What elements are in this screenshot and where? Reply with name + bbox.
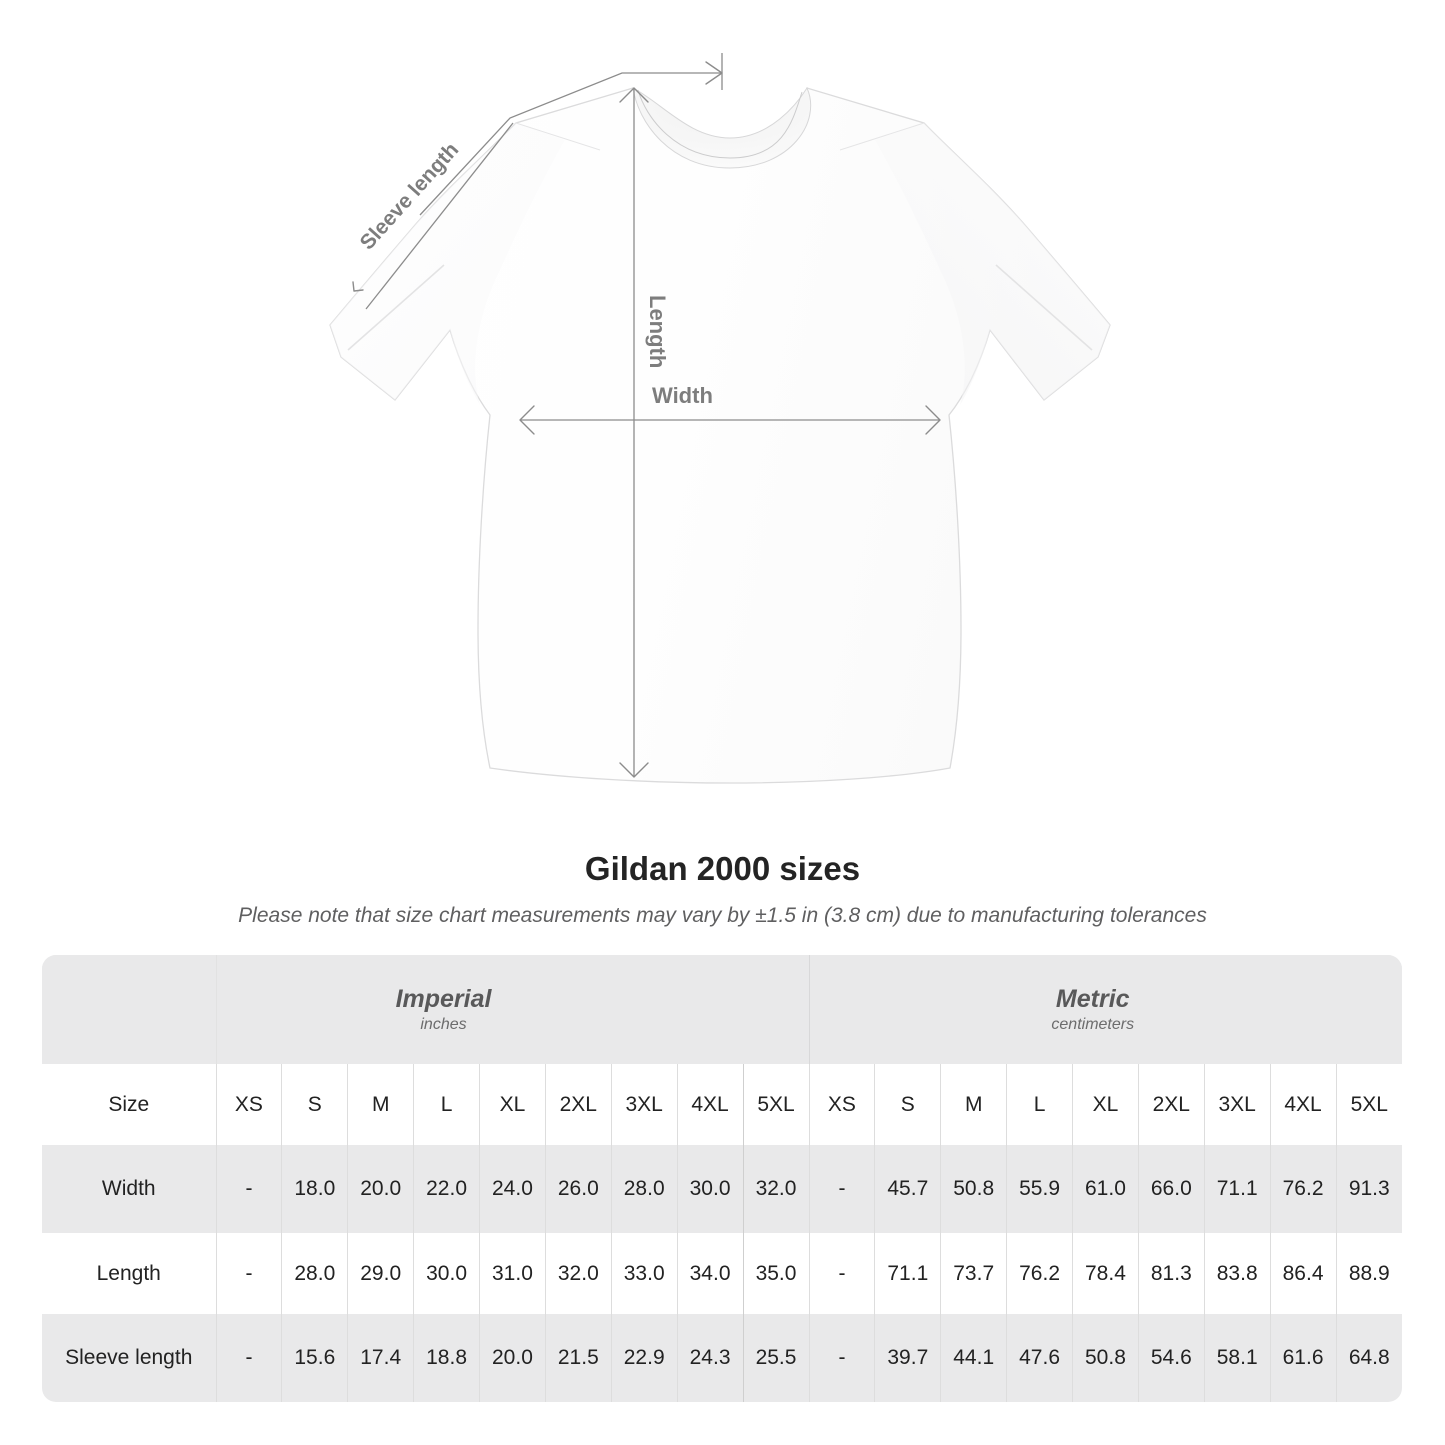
- svg-text:Width: Width: [652, 383, 713, 408]
- svg-text:Sleeve length: Sleeve length: [356, 138, 464, 254]
- svg-text:Length: Length: [645, 295, 670, 368]
